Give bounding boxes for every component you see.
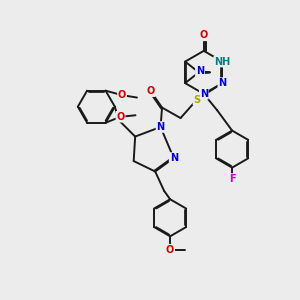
Text: N: N [157, 122, 165, 132]
Text: O: O [116, 112, 125, 122]
Text: N: N [196, 66, 204, 76]
Text: NH: NH [214, 57, 230, 67]
Text: N: N [218, 78, 226, 88]
Text: O: O [147, 86, 155, 96]
Text: S: S [194, 94, 201, 104]
Text: O: O [166, 245, 174, 255]
Text: F: F [229, 174, 236, 184]
Text: O: O [118, 90, 126, 100]
Text: O: O [200, 30, 208, 40]
Text: N: N [196, 68, 204, 78]
Text: N: N [200, 89, 208, 99]
Text: N: N [169, 153, 178, 163]
